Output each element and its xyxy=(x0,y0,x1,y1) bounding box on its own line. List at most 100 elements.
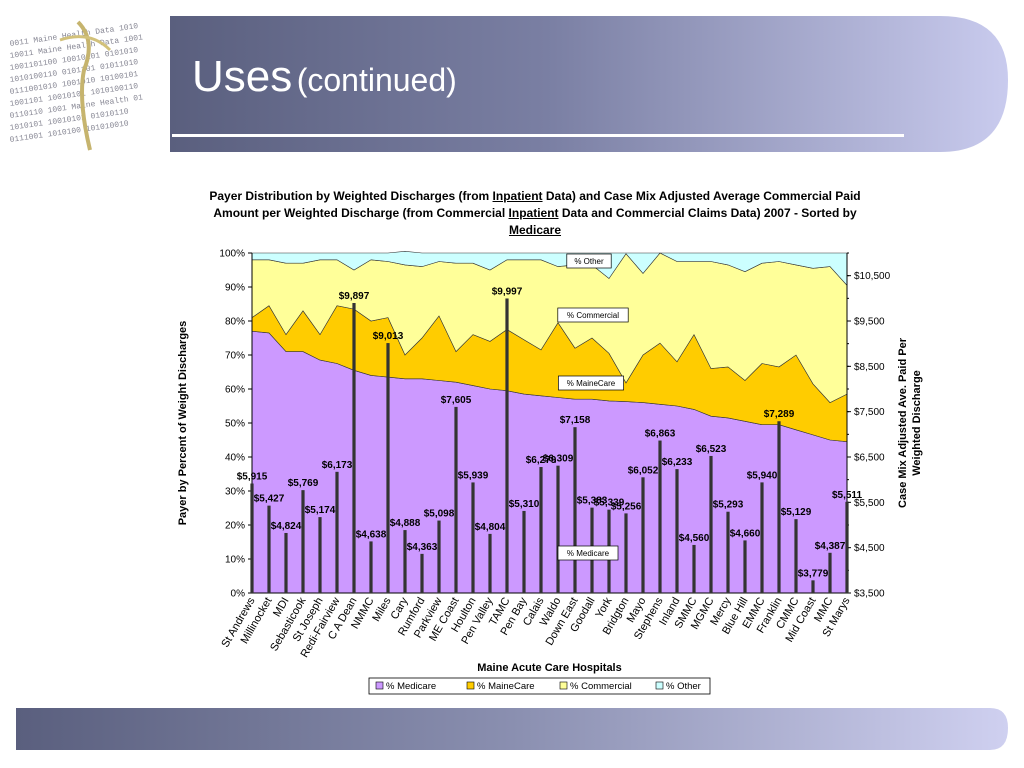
bar xyxy=(284,532,288,593)
bar xyxy=(709,455,713,593)
legend-swatch xyxy=(655,681,664,690)
bar xyxy=(760,482,764,593)
bar xyxy=(420,553,424,593)
bar-data-label: $9,013 xyxy=(373,331,404,342)
bar xyxy=(250,483,254,593)
footer-banner xyxy=(16,708,1008,750)
y-tick-label-left: 80% xyxy=(225,317,245,328)
bar xyxy=(794,519,798,593)
bar xyxy=(658,440,662,593)
y-tick-label-left: 40% xyxy=(225,453,245,464)
legend-swatch xyxy=(375,681,384,690)
bar xyxy=(692,544,696,593)
bar-data-label: $3,779 xyxy=(798,568,829,579)
bar-data-label: $6,233 xyxy=(662,457,693,468)
y-tick-label-right: $9,500 xyxy=(854,317,885,328)
bar xyxy=(641,477,645,593)
bar-data-label: $6,173 xyxy=(322,460,353,471)
bar-data-label: $6,279 xyxy=(526,455,557,466)
y-tick-label-left: 20% xyxy=(225,521,245,532)
bar-data-label: $5,427 xyxy=(254,494,285,505)
bar xyxy=(777,421,781,593)
legend-label: % Commercial xyxy=(570,681,632,692)
bar-data-label: $7,158 xyxy=(560,415,591,426)
bar-data-label: $5,174 xyxy=(305,505,336,516)
area-annotation-box xyxy=(557,545,619,561)
chart-title-part: Inpatient xyxy=(492,189,543,203)
bar-data-label: $5,339 xyxy=(594,498,625,509)
bar-data-label: $6,052 xyxy=(628,465,659,476)
bar xyxy=(488,533,492,593)
chart-title-part: Data) and Case Mix Adjusted Average Comm… xyxy=(213,189,861,220)
legend-swatch xyxy=(559,681,568,690)
y-tick-label-left: 30% xyxy=(225,487,245,498)
bar xyxy=(624,513,628,593)
y-tick-label-left: 100% xyxy=(219,249,245,260)
bar xyxy=(318,517,322,593)
bar xyxy=(471,482,475,593)
bar-data-label: $5,310 xyxy=(509,499,540,510)
legend-label: % MaineCare xyxy=(477,681,535,692)
bar-data-label: $5,383 xyxy=(577,496,608,507)
bar xyxy=(811,580,815,593)
bar xyxy=(573,427,577,593)
area-annotation-box xyxy=(557,307,629,323)
bar-data-label: $4,824 xyxy=(271,521,302,532)
area-annotation-box xyxy=(566,253,612,269)
bar-data-label: $9,997 xyxy=(492,286,523,297)
bar-data-label: $6,523 xyxy=(696,444,727,455)
bar-data-label: $5,940 xyxy=(747,470,778,481)
y-tick-label-left: 60% xyxy=(225,385,245,396)
y-tick-label-right: $10,500 xyxy=(854,271,891,282)
bar-data-label: $6,309 xyxy=(543,454,574,465)
bar xyxy=(454,406,458,593)
bar-data-label: $5,098 xyxy=(424,509,455,520)
y-tick-label-right: $6,500 xyxy=(854,453,885,464)
bar-data-label: $7,605 xyxy=(441,395,472,406)
y-axis-title-right-line: Weighted Discharge xyxy=(911,370,923,476)
bar xyxy=(386,343,390,593)
bar-data-label: $4,387 xyxy=(815,541,846,552)
y-tick-label-left: 50% xyxy=(225,419,245,430)
bar xyxy=(335,471,339,593)
legend-box xyxy=(368,677,711,695)
y-axis-title-right-line: Case Mix Adjusted Ave. Paid Per xyxy=(897,337,909,508)
x-tick-label: Miles xyxy=(370,595,393,624)
slide-title-sub: (continued) xyxy=(296,62,457,98)
bar-data-label: $5,769 xyxy=(288,478,319,489)
legend-label: % Other xyxy=(666,681,701,692)
bar xyxy=(726,511,730,593)
y-tick-label-left: 90% xyxy=(225,283,245,294)
bar-data-label: $9,897 xyxy=(339,291,370,302)
bar-data-label: $5,939 xyxy=(458,470,489,481)
area-annotation-label: % Medicare xyxy=(567,549,610,558)
slide-title: Uses (continued) xyxy=(192,52,457,102)
header-banner: 0011 Maine Health Data 1010 10011 Maine … xyxy=(0,16,1008,156)
slide-title-main: Uses xyxy=(192,52,293,101)
y-tick-label-right: $4,500 xyxy=(854,543,885,554)
bar-data-label: $4,660 xyxy=(730,528,761,539)
bar xyxy=(437,520,441,593)
y-tick-label-left: 0% xyxy=(231,589,246,600)
y-tick-label-left: 70% xyxy=(225,351,245,362)
bar-data-label: $5,129 xyxy=(781,507,812,518)
chart-title-part: Inpatient xyxy=(508,206,559,220)
y-tick-label-right: $8,500 xyxy=(854,362,885,373)
bar xyxy=(352,303,356,593)
bar-data-label: $5,511 xyxy=(832,490,862,501)
bar-data-label: $5,293 xyxy=(713,500,744,511)
bar-data-label: $4,638 xyxy=(356,529,387,540)
y-tick-label-right: $5,500 xyxy=(854,498,885,509)
bar xyxy=(743,540,747,593)
chart-title-part: Payer Distribution by Weighted Discharge… xyxy=(209,189,493,203)
bar xyxy=(403,530,407,593)
bar xyxy=(845,501,849,593)
bar-data-label: $4,804 xyxy=(475,522,506,533)
chart-title-part: Data and Commercial Claims Data) 2007 - … xyxy=(558,206,857,220)
bar xyxy=(505,298,509,593)
legend-swatch xyxy=(466,681,475,690)
chart-title: Payer Distribution by Weighted Discharge… xyxy=(190,188,880,239)
logo-image: 0011 Maine Health Data 1010 10011 Maine … xyxy=(0,16,168,156)
y-tick-label-right: $3,500 xyxy=(854,589,885,600)
legend: % Medicare % MaineCare % Commercial % Other xyxy=(368,677,711,695)
